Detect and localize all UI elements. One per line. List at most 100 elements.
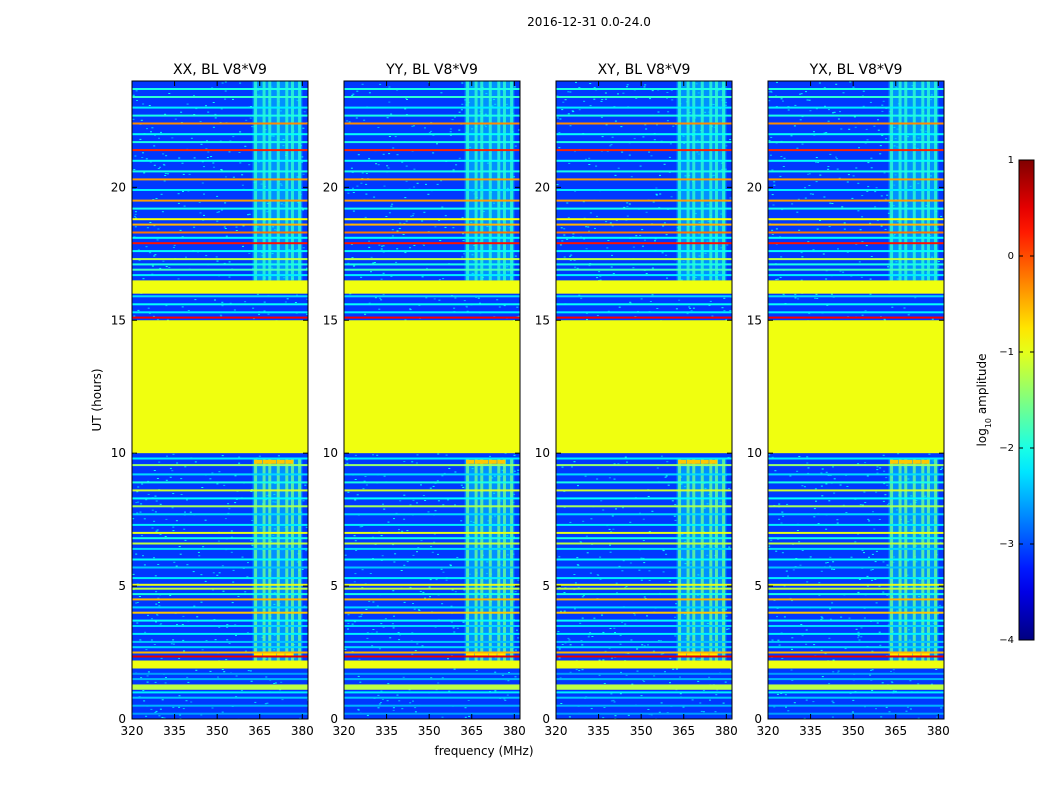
noise-speckle <box>250 680 253 682</box>
time-line <box>768 106 944 109</box>
time-line <box>344 625 520 627</box>
noise-speckle <box>770 90 772 92</box>
rfi-channel <box>898 81 902 281</box>
noise-speckle <box>647 709 650 710</box>
noise-speckle <box>793 125 796 127</box>
noise-speckle <box>200 714 203 716</box>
noise-speckle <box>666 277 668 279</box>
time-line <box>344 611 520 614</box>
time-line <box>768 537 944 540</box>
time-line <box>556 274 732 277</box>
noise-speckle <box>613 478 616 480</box>
noise-speckle <box>405 220 408 222</box>
noise-speckle <box>414 707 417 709</box>
noise-speckle <box>145 158 148 160</box>
noise-speckle <box>176 462 179 464</box>
noise-speckle <box>305 526 308 528</box>
noise-speckle <box>438 299 441 301</box>
noise-speckle <box>462 233 464 235</box>
noise-speckle <box>861 549 864 551</box>
time-line <box>556 236 732 239</box>
noise-speckle <box>674 635 677 637</box>
time-line <box>556 457 732 460</box>
noise-speckle <box>825 471 828 473</box>
noise-speckle <box>429 487 432 489</box>
panel-title: XX, BL V8*V9 <box>173 62 267 78</box>
noise-speckle <box>573 259 576 261</box>
noise-speckle <box>237 596 240 597</box>
noise-speckle <box>196 616 199 618</box>
noise-speckle <box>891 306 894 308</box>
noise-speckle <box>171 507 174 509</box>
noise-speckle <box>212 102 215 103</box>
noise-speckle <box>588 164 591 165</box>
noise-speckle <box>172 643 175 645</box>
rfi-hot-chunk <box>474 652 483 656</box>
noise-speckle <box>679 676 681 678</box>
noise-speckle <box>781 552 784 554</box>
noise-speckle <box>644 84 647 86</box>
noise-speckle <box>221 301 224 303</box>
noise-speckle <box>170 643 173 645</box>
noise-speckle <box>615 582 618 584</box>
noise-speckle <box>163 164 166 166</box>
noise-speckle <box>564 99 567 101</box>
noise-speckle <box>579 541 582 543</box>
time-line <box>556 611 732 614</box>
noise-speckle <box>667 111 670 113</box>
noise-speckle <box>618 306 621 308</box>
noise-speckle <box>866 139 869 141</box>
noise-speckle <box>181 306 184 308</box>
x-tick-label: 380 <box>291 724 314 738</box>
noise-speckle <box>643 645 646 647</box>
noise-speckle <box>435 579 438 581</box>
noise-speckle <box>880 225 883 227</box>
noise-speckle <box>558 657 561 659</box>
noise-speckle <box>782 515 785 517</box>
noise-speckle <box>672 125 675 127</box>
flagged-block <box>344 320 520 454</box>
axes-frame <box>555 80 733 720</box>
noise-speckle <box>602 717 605 719</box>
noise-speckle <box>200 143 203 145</box>
noise-speckle <box>365 193 368 195</box>
rfi-channel <box>890 81 894 281</box>
noise-speckle <box>571 466 573 468</box>
time-line <box>556 625 732 627</box>
noise-speckle <box>277 455 280 457</box>
noise-speckle <box>582 520 585 522</box>
noise-speckle <box>224 518 227 520</box>
noise-speckle <box>350 244 353 245</box>
time-line <box>768 547 944 550</box>
time-line <box>132 231 308 234</box>
y-tick-label: 20 <box>535 180 550 194</box>
noise-speckle <box>776 693 779 695</box>
time-line <box>556 178 732 181</box>
noise-speckle <box>357 154 360 156</box>
noise-speckle <box>432 485 435 487</box>
time-line <box>768 263 944 266</box>
noise-speckle <box>347 614 350 616</box>
noise-speckle <box>403 494 406 496</box>
noise-speckle <box>411 461 414 463</box>
time-line <box>132 274 308 277</box>
noise-speckle <box>669 658 672 660</box>
noise-speckle <box>135 553 138 555</box>
noise-speckle <box>647 644 649 646</box>
noise-speckle <box>156 319 159 321</box>
x-tick-label: 365 <box>248 724 271 738</box>
noise-speckle <box>458 129 461 131</box>
noise-speckle <box>610 531 613 533</box>
noise-speckle <box>370 271 372 273</box>
y-tick-label: 5 <box>330 579 338 593</box>
noise-speckle <box>588 265 591 267</box>
noise-speckle <box>366 714 369 716</box>
noise-speckle <box>596 215 598 217</box>
noise-speckle <box>178 546 181 547</box>
noise-speckle <box>770 136 773 138</box>
noise-speckle <box>560 703 563 704</box>
noise-speckle <box>513 470 516 472</box>
noise-speckle <box>787 109 790 111</box>
noise-speckle <box>437 453 440 455</box>
noise-speckle <box>463 253 466 255</box>
